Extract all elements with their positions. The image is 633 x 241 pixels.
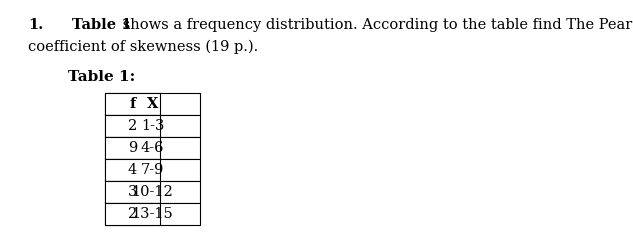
Text: f: f xyxy=(129,97,135,111)
Text: X: X xyxy=(147,97,158,111)
Text: 2: 2 xyxy=(128,119,137,133)
Bar xyxy=(105,159,200,181)
Text: coefficient of skewness (19 p.).: coefficient of skewness (19 p.). xyxy=(28,40,258,54)
Bar xyxy=(105,203,200,225)
Bar xyxy=(105,93,160,115)
Bar xyxy=(105,115,160,137)
Text: 3: 3 xyxy=(128,185,137,199)
Text: 13-15: 13-15 xyxy=(132,207,173,221)
Text: 1.: 1. xyxy=(28,18,43,32)
Text: 4-6: 4-6 xyxy=(141,141,164,155)
Bar xyxy=(105,137,200,159)
Bar xyxy=(105,137,160,159)
Text: 2: 2 xyxy=(128,207,137,221)
Bar xyxy=(105,203,160,225)
Text: 10-12: 10-12 xyxy=(132,185,173,199)
Text: 4: 4 xyxy=(128,163,137,177)
Bar xyxy=(105,115,200,137)
Text: Table 1: Table 1 xyxy=(72,18,132,32)
Text: 9: 9 xyxy=(128,141,137,155)
Bar xyxy=(105,181,200,203)
Text: shows a frequency distribution. According to the table find The Pearson’s: shows a frequency distribution. Accordin… xyxy=(118,18,633,32)
Bar xyxy=(105,159,160,181)
Text: 1-3: 1-3 xyxy=(141,119,164,133)
Bar xyxy=(105,93,200,115)
Bar xyxy=(105,181,160,203)
Text: Table 1:: Table 1: xyxy=(68,70,135,84)
Text: 7-9: 7-9 xyxy=(141,163,164,177)
